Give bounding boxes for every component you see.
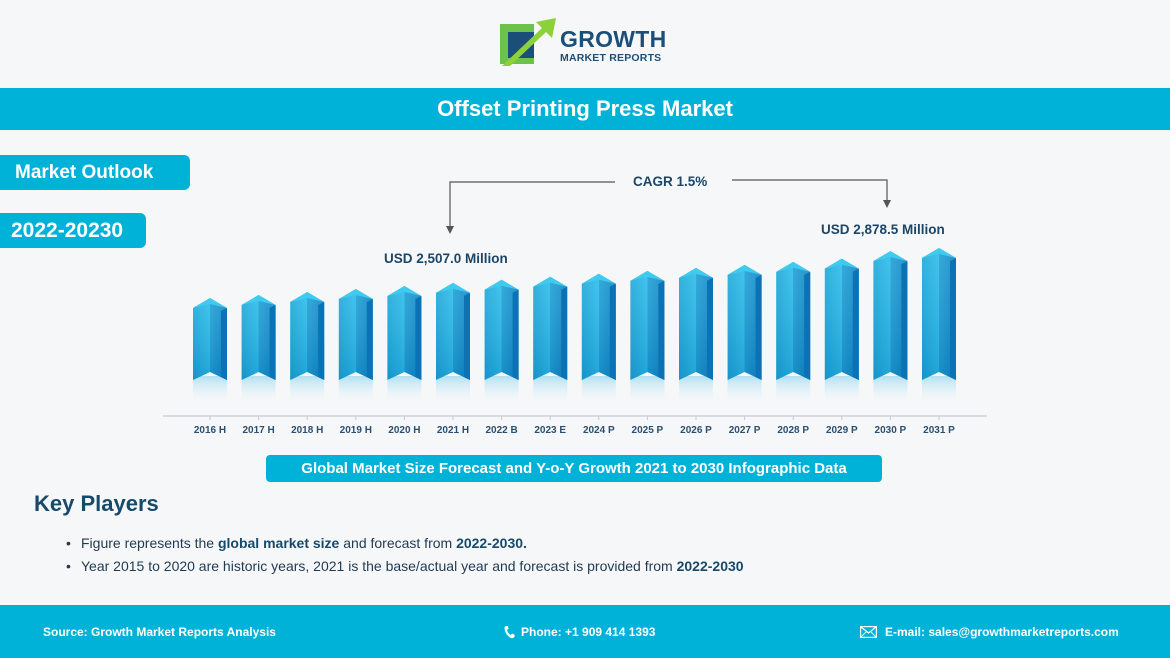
key-players-heading: Key Players (34, 491, 159, 516)
bar-2024-p (581, 273, 616, 406)
x-axis-tick-label: 2024 P (582, 425, 615, 436)
arrow-down-icon (446, 226, 454, 234)
note-item: Year 2015 to 2020 are historic years, 20… (66, 558, 744, 574)
bar-2023-e (533, 276, 568, 406)
market-outlook-label: Market Outlook (0, 155, 190, 190)
bar-2021-h (436, 282, 470, 406)
x-axis-tick-label: 2020 H (388, 425, 421, 436)
bar-2019-h (338, 289, 373, 406)
bar-2016-h (193, 298, 227, 406)
phone-contact[interactable]: Phone: +1 909 414 1393 (503, 625, 655, 639)
end-value-annotation: USD 2,878.5 Million (821, 222, 945, 237)
x-axis-tick-label: 2017 H (242, 425, 275, 436)
start-value-annotation: USD 2,507.0 Million (384, 251, 508, 266)
logo-text-market-reports: MARKET REPORTS (560, 52, 662, 64)
logo-text-growth: GROWTH (560, 26, 667, 52)
email-contact[interactable]: E-mail: sales@growthmarketreports.com (860, 625, 1119, 639)
bar-2020-h (387, 286, 422, 406)
x-axis-tick-label: 2022 B (485, 425, 518, 436)
x-axis-tick-label: 2019 H (339, 425, 372, 436)
chart-subtitle: Global Market Size Forecast and Y-o-Y Gr… (301, 460, 847, 477)
cagr-annotation: CAGR 1.5% (633, 174, 708, 189)
source-text: Source: Growth Market Reports Analysis (43, 625, 276, 639)
x-axis-tick-label: 2028 P (777, 425, 810, 436)
bar-2025-p (630, 270, 665, 406)
x-axis-tick-label: 2030 P (874, 425, 907, 436)
cagr-connector-right (732, 179, 888, 202)
x-axis-tick-label: 2029 P (825, 425, 858, 436)
x-axis-tick-label: 2016 H (193, 425, 227, 436)
bar-2022-b (484, 279, 519, 406)
envelope-icon (860, 626, 877, 638)
x-axis-tick-label: 2023 E (534, 425, 567, 436)
chart-subtitle-banner: Global Market Size Forecast and Y-o-Y Gr… (266, 455, 882, 482)
arrow-down-icon (883, 200, 891, 208)
x-axis-tick-label: 2018 H (291, 425, 324, 436)
bar-2027-p (727, 264, 762, 406)
bar-2031-p (922, 248, 956, 406)
phone-icon (504, 626, 515, 639)
x-axis-tick-label: 2026 P (680, 425, 712, 436)
bar-2026-p (679, 267, 713, 406)
cagr-connector-left (449, 181, 615, 228)
footer-bar: Source: Growth Market Reports Analysis P… (0, 605, 1170, 658)
bar-2030-p (873, 251, 908, 406)
note-item: Figure represents the global market size… (66, 535, 744, 551)
bar-2029-p (824, 258, 859, 406)
x-axis-tick-label: 2031 P (923, 425, 955, 436)
period-label: 2022-20230 (0, 213, 146, 248)
growth-market-reports-logo: GROWTH MARKET REPORTS (498, 18, 678, 70)
bar-2028-p (776, 261, 811, 406)
x-axis-tick-label: 2025 P (631, 425, 664, 436)
page-title-bar: Offset Printing Press Market (0, 88, 1170, 130)
x-axis-tick-label: 2027 P (728, 425, 761, 436)
bar-2018-h (290, 292, 325, 406)
bar-2017-h (241, 295, 276, 406)
x-axis-tick-label: 2021 H (436, 425, 470, 436)
growth-arrow-logo-icon (500, 18, 556, 66)
page-title: Offset Printing Press Market (437, 96, 733, 121)
notes-list: Figure represents the global market size… (66, 535, 744, 581)
